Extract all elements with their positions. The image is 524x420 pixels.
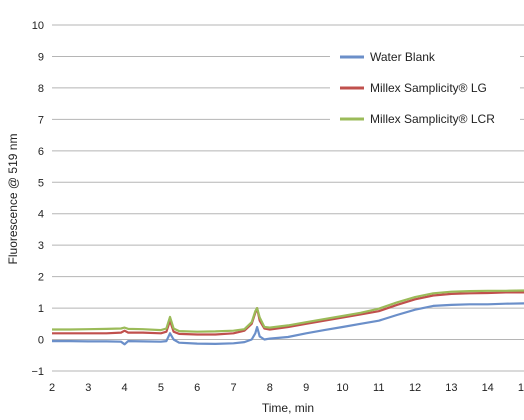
legend-background (330, 78, 520, 98)
x-tick-label: 5 (158, 382, 164, 394)
y-tick-label: −1 (31, 366, 44, 378)
x-tick-label: 14 (482, 382, 494, 394)
x-axis-ticks: 2 3 4 5 6 7 8 9 10 11 12 13 14 15 (49, 382, 524, 394)
x-tick-label: 6 (194, 382, 200, 394)
legend-background (330, 47, 520, 67)
x-tick-label: 3 (85, 382, 91, 394)
x-tick-label: 11 (373, 382, 384, 394)
y-tick-label: 8 (38, 83, 44, 95)
y-tick-label: 2 (38, 272, 44, 284)
series-layer (52, 289, 524, 346)
x-tick-label: 4 (122, 382, 128, 394)
grid (52, 24, 524, 372)
y-tick-label: 4 (38, 209, 44, 221)
y-tick-label: 7 (38, 114, 44, 126)
y-axis-title: Fluorescence @ 519 nm (6, 134, 20, 265)
x-tick-label: 2 (49, 382, 55, 394)
y-tick-label: 10 (32, 20, 44, 32)
legend-label: Water Blank (370, 50, 436, 64)
y-tick-label: 9 (38, 51, 44, 63)
x-tick-label: 15 (518, 382, 524, 394)
series-line-3 (52, 289, 524, 333)
y-tick-label: 6 (38, 146, 44, 158)
x-tick-label: 8 (267, 382, 273, 394)
legend: Water Blank Millex Samplicity® LG Millex S… (330, 47, 520, 129)
x-tick-label: 7 (230, 382, 236, 394)
x-tick-label: 13 (445, 382, 457, 394)
y-tick-label: 0 (38, 335, 44, 347)
x-tick-label: 9 (303, 382, 309, 394)
legend-background (330, 109, 520, 129)
legend-label: Millex Samplicity® LG (370, 81, 487, 95)
series-line-1 (52, 302, 524, 346)
y-tick-label: 3 (38, 240, 44, 252)
y-tick-label: 1 (38, 303, 44, 315)
x-tick-label: 12 (409, 382, 421, 394)
y-tick-label: 5 (38, 177, 44, 189)
x-tick-label: 10 (336, 382, 348, 394)
legend-label: Millex Samplicity® LCR (370, 112, 495, 126)
x-axis-title: Time, min (262, 401, 314, 415)
y-axis-ticks: −1 0 1 2 3 4 5 6 7 8 9 10 (31, 20, 44, 378)
